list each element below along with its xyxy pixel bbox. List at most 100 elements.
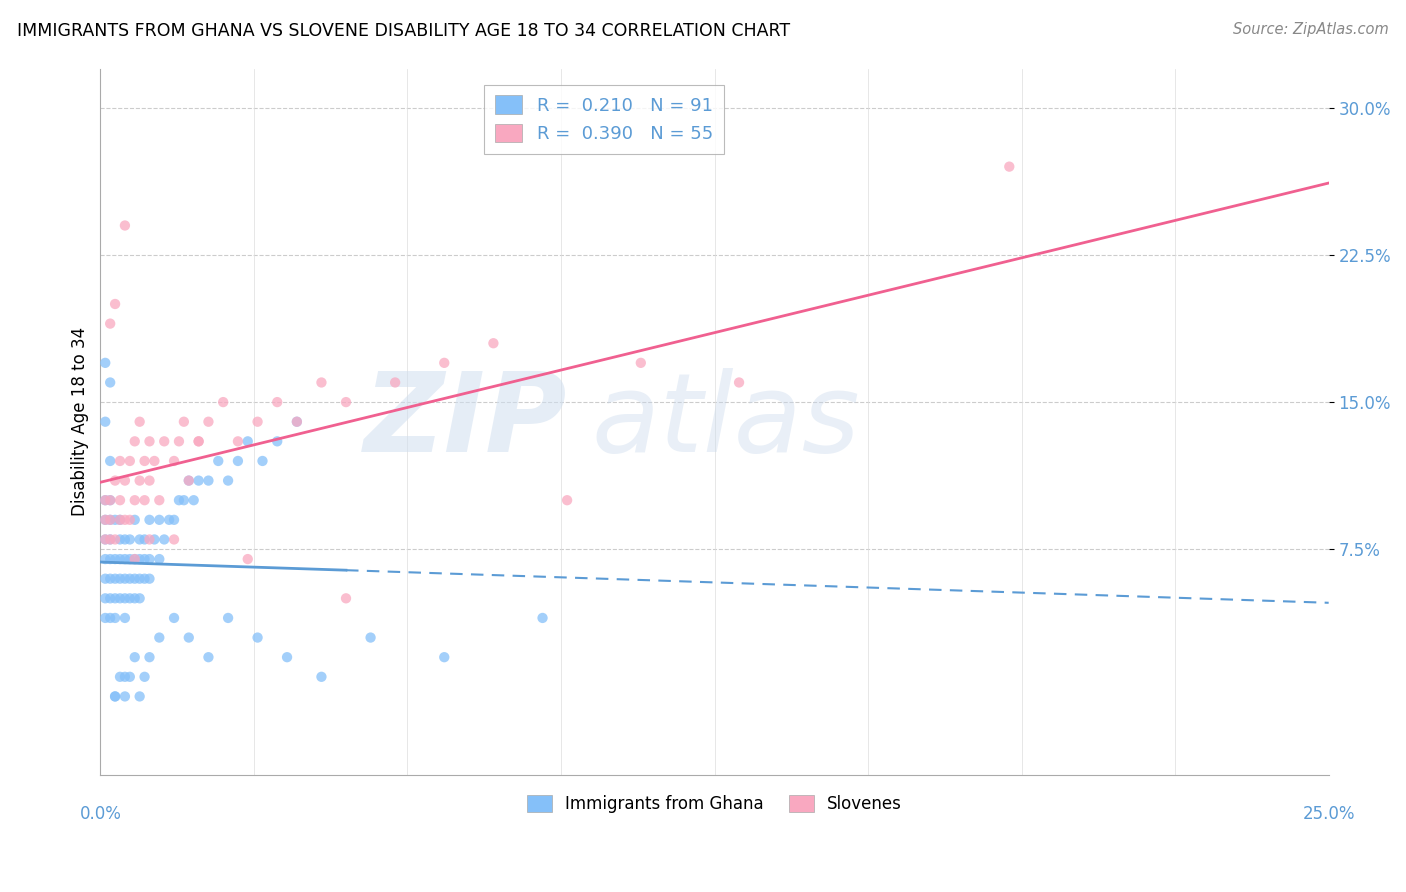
Point [94, 572, 117, 586]
Point [138, 533, 160, 547]
Point [143, 454, 166, 468]
Point [217, 611, 239, 625]
Point [98, 493, 121, 508]
Point [94, 356, 117, 370]
Point [98, 611, 121, 625]
Point [104, 572, 127, 586]
Point [124, 552, 146, 566]
Point [148, 631, 170, 645]
Point [94, 415, 117, 429]
Point [335, 395, 357, 409]
Point [118, 454, 141, 468]
Point [163, 611, 186, 625]
Point [98, 513, 121, 527]
Point [177, 474, 200, 488]
Point [104, 474, 127, 488]
Point [153, 434, 176, 449]
Text: atlas: atlas [592, 368, 860, 475]
Point [98, 513, 121, 527]
Point [167, 493, 190, 508]
Point [98, 591, 121, 606]
Text: 0.0%: 0.0% [79, 805, 121, 823]
Point [236, 552, 259, 566]
Point [108, 670, 131, 684]
Point [128, 415, 150, 429]
Point [124, 434, 146, 449]
Point [285, 415, 308, 429]
Point [157, 513, 180, 527]
Point [104, 533, 127, 547]
Point [98, 376, 121, 390]
Point [134, 454, 156, 468]
Point [98, 533, 121, 547]
Point [148, 552, 170, 566]
Point [118, 533, 141, 547]
Point [138, 572, 160, 586]
Point [246, 631, 269, 645]
Point [114, 513, 136, 527]
Point [226, 454, 249, 468]
Point [128, 572, 150, 586]
Point [143, 533, 166, 547]
Point [335, 591, 357, 606]
Point [173, 415, 195, 429]
Point [128, 552, 150, 566]
Point [177, 631, 200, 645]
Point [134, 670, 156, 684]
Point [114, 219, 136, 233]
Point [226, 434, 249, 449]
Point [276, 650, 298, 665]
Point [167, 434, 190, 449]
Point [98, 533, 121, 547]
Point [212, 395, 235, 409]
Point [108, 493, 131, 508]
Text: ZIP: ZIP [364, 368, 567, 475]
Point [98, 572, 121, 586]
Point [108, 513, 131, 527]
Point [163, 533, 186, 547]
Point [138, 474, 160, 488]
Point [98, 317, 121, 331]
Point [433, 650, 456, 665]
Point [187, 434, 209, 449]
Point [118, 513, 141, 527]
Point [124, 572, 146, 586]
Point [128, 591, 150, 606]
Point [236, 434, 259, 449]
Point [311, 670, 333, 684]
Point [266, 434, 288, 449]
Legend: Immigrants from Ghana, Slovenes: Immigrants from Ghana, Slovenes [520, 788, 908, 820]
Point [138, 650, 160, 665]
Point [138, 552, 160, 566]
Point [217, 474, 239, 488]
Point [128, 474, 150, 488]
Point [108, 552, 131, 566]
Point [197, 650, 219, 665]
Point [134, 572, 156, 586]
Point [124, 493, 146, 508]
Point [114, 533, 136, 547]
Point [163, 454, 186, 468]
Point [197, 474, 219, 488]
Point [124, 591, 146, 606]
Point [555, 493, 578, 508]
Point [153, 533, 176, 547]
Point [114, 591, 136, 606]
Point [531, 611, 554, 625]
Point [94, 493, 117, 508]
Point [94, 552, 117, 566]
Point [118, 591, 141, 606]
Point [266, 395, 288, 409]
Point [728, 376, 751, 390]
Point [94, 591, 117, 606]
Point [104, 552, 127, 566]
Point [114, 474, 136, 488]
Text: IMMIGRANTS FROM GHANA VS SLOVENE DISABILITY AGE 18 TO 34 CORRELATION CHART: IMMIGRANTS FROM GHANA VS SLOVENE DISABIL… [17, 22, 790, 40]
Point [163, 513, 186, 527]
Point [114, 690, 136, 704]
Point [104, 690, 127, 704]
Point [114, 670, 136, 684]
Point [118, 670, 141, 684]
Point [630, 356, 652, 370]
Point [94, 533, 117, 547]
